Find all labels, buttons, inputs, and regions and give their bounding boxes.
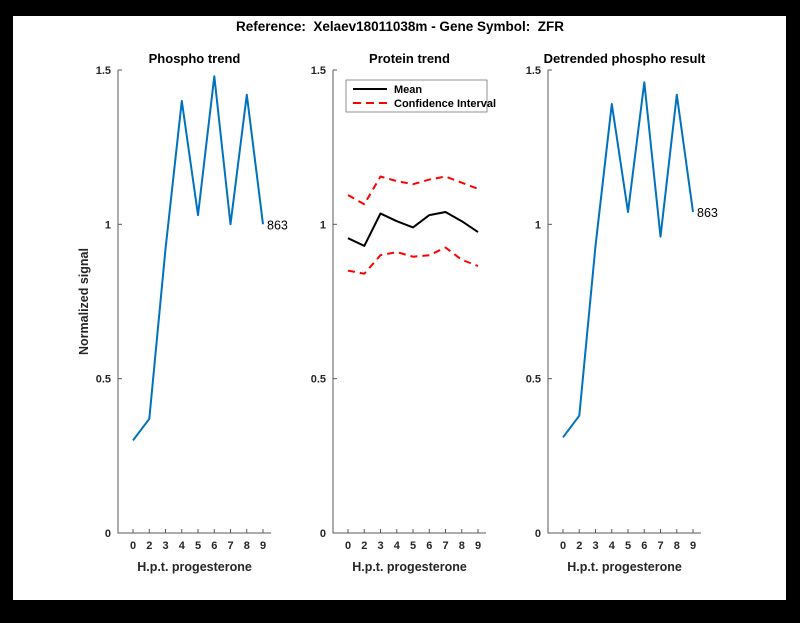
x-tick-label: 9 xyxy=(260,540,266,552)
x-tick-label: 8 xyxy=(459,540,465,552)
x-tick-label: 2 xyxy=(576,540,582,552)
series-line-confidence-interval-lower xyxy=(347,246,479,275)
x-tick-label: 3 xyxy=(377,540,383,552)
series-end-label: 863 xyxy=(697,206,718,220)
x-tick-label: 3 xyxy=(592,540,598,552)
x-tick-label: 8 xyxy=(244,540,250,552)
y-tick-label: 0.5 xyxy=(526,374,541,386)
y-tick-label: 0.5 xyxy=(96,374,111,386)
x-axis-label: H.p.t. progesterone xyxy=(567,560,682,574)
y-tick-label: 0 xyxy=(535,528,541,540)
x-tick-label: 3 xyxy=(162,540,168,552)
figure-paper xyxy=(13,16,786,600)
y-tick-label: 1 xyxy=(535,219,541,231)
series-line-phospho-signal-863 xyxy=(132,75,264,442)
panel-title: Phospho trend xyxy=(149,51,241,66)
legend: Mean Confidence Interval xyxy=(345,79,496,113)
x-tick-label: 4 xyxy=(609,540,616,552)
x-tick-label: 0 xyxy=(130,540,136,552)
series-line-confidence-interval-upper xyxy=(347,175,479,206)
x-tick-label: 5 xyxy=(195,540,201,552)
x-tick-label: 7 xyxy=(227,540,233,552)
legend-entry-label: Confidence Interval xyxy=(394,98,496,110)
x-tick-label: 2 xyxy=(361,540,367,552)
series-line-detrended-phospho-signal-863 xyxy=(562,81,694,438)
y-tick-label: 0 xyxy=(105,528,111,540)
x-tick-label: 7 xyxy=(657,540,663,552)
x-tick-label: 6 xyxy=(641,540,647,552)
x-tick-label: 7 xyxy=(442,540,448,552)
y-tick-label: 1.5 xyxy=(96,65,111,77)
x-tick-label: 9 xyxy=(475,540,481,552)
x-axis-label: H.p.t. progesterone xyxy=(137,560,252,574)
x-tick-label: 2 xyxy=(146,540,152,552)
x-tick-label: 0 xyxy=(345,540,351,552)
y-tick-label: 0.5 xyxy=(311,374,326,386)
figure-title: Reference: Xelaev18011038m - Gene Symbol… xyxy=(236,19,564,34)
y-tick-label: 1 xyxy=(320,219,326,231)
panel-title: Protein trend xyxy=(369,51,450,66)
x-tick-label: 4 xyxy=(394,540,401,552)
y-tick-label: 1.5 xyxy=(526,65,541,77)
y-tick-label: 1 xyxy=(105,219,111,231)
x-tick-label: 9 xyxy=(690,540,696,552)
y-axis-label: Normalized signal xyxy=(77,248,91,355)
series-end-label: 863 xyxy=(267,218,288,232)
x-tick-label: 4 xyxy=(179,540,186,552)
x-tick-label: 6 xyxy=(426,540,432,552)
x-axis-label: H.p.t. progesterone xyxy=(352,560,467,574)
x-tick-label: 8 xyxy=(674,540,680,552)
legend-box xyxy=(345,79,488,113)
x-tick-label: 5 xyxy=(410,540,416,552)
panel-title: Detrended phospho result xyxy=(544,51,706,66)
x-tick-label: 0 xyxy=(560,540,566,552)
series-line-mean xyxy=(347,211,479,247)
x-tick-label: 5 xyxy=(625,540,631,552)
x-tick-label: 6 xyxy=(211,540,217,552)
y-tick-label: 1.5 xyxy=(311,65,326,77)
legend-entry-label: Mean xyxy=(394,84,422,96)
y-tick-label: 0 xyxy=(320,528,326,540)
